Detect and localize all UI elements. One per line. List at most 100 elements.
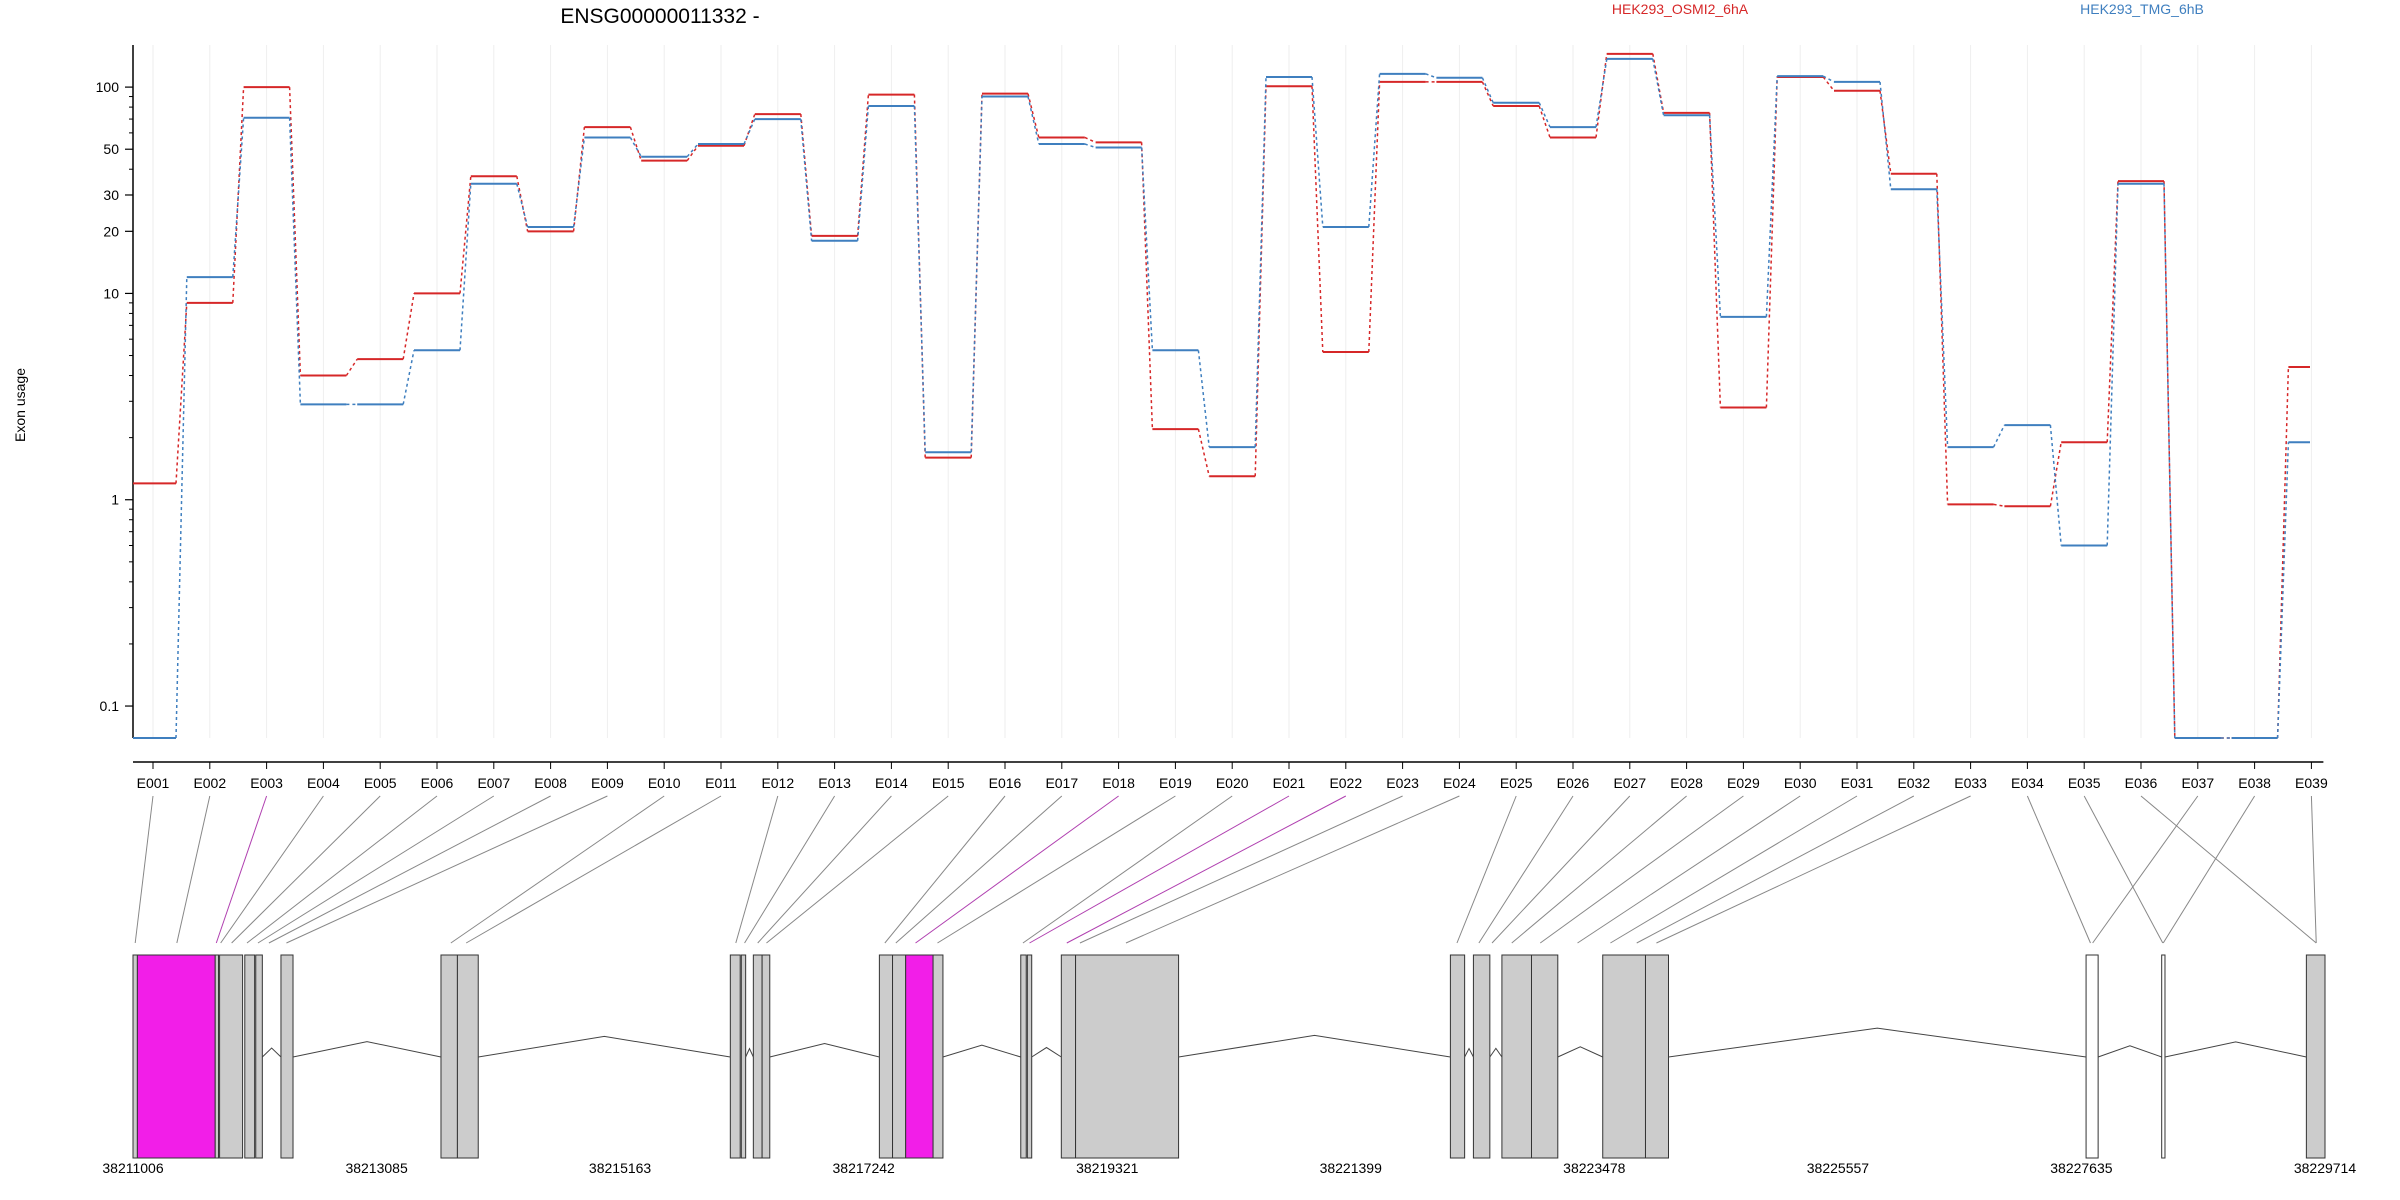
exon-transition bbox=[1822, 75, 1835, 83]
gene-model bbox=[132, 954, 2326, 1159]
exon-connector bbox=[257, 795, 495, 944]
x-tick-label: E036 bbox=[2125, 775, 2158, 791]
intron-line bbox=[2164, 1041, 2307, 1058]
exon-connector bbox=[1539, 795, 1744, 944]
exon-block bbox=[740, 954, 747, 1159]
exon-transition bbox=[459, 183, 472, 351]
x-tick-label: E003 bbox=[250, 775, 283, 791]
intron-line bbox=[261, 1047, 282, 1058]
exon-transition bbox=[1197, 350, 1210, 448]
intron-line bbox=[2097, 1045, 2162, 1058]
x-tick-label: E035 bbox=[2068, 775, 2101, 791]
exon-block bbox=[1020, 954, 1027, 1159]
exon-connector bbox=[937, 795, 1176, 944]
chart-title: ENSG00000011332 - bbox=[560, 5, 759, 28]
x-tick-label: E022 bbox=[1329, 775, 1362, 791]
exon-transition bbox=[1538, 105, 1551, 138]
exon-transition bbox=[1311, 76, 1324, 227]
exon-transition bbox=[1992, 424, 2006, 448]
exon-transition bbox=[1368, 73, 1381, 227]
intron-line bbox=[1031, 1046, 1062, 1058]
exon-block bbox=[752, 954, 763, 1159]
exon-connector bbox=[1066, 795, 1347, 944]
exon-transition bbox=[345, 358, 358, 376]
exon-connector bbox=[1511, 795, 1687, 944]
exon-connector bbox=[134, 795, 154, 944]
x-tick-label: E024 bbox=[1443, 775, 1476, 791]
exon-transition bbox=[629, 137, 642, 158]
y-tick-label: 10 bbox=[103, 285, 119, 301]
coordinate-label: 38227635 bbox=[2050, 1160, 2113, 1176]
series-b bbox=[133, 57, 2310, 739]
exon-connector bbox=[450, 795, 665, 944]
x-tick-label: E008 bbox=[534, 775, 567, 791]
exon-transition bbox=[1936, 189, 1949, 448]
axes: 0.1 1 10 20 30 50 100 E001 E002 E003 E004 E005 E006 E… bbox=[96, 45, 2328, 791]
x-tick-label: E012 bbox=[761, 775, 794, 791]
exon-transition bbox=[1311, 86, 1324, 353]
exon-connector bbox=[231, 795, 381, 944]
x-tick-label: E026 bbox=[1557, 775, 1590, 791]
exon-block bbox=[2161, 954, 2166, 1159]
series-lines bbox=[133, 52, 2310, 739]
legend-series-b: HEK293_TMG_6hB bbox=[2080, 1, 2204, 17]
exon-connector bbox=[884, 795, 1006, 944]
exon-transition bbox=[743, 113, 756, 146]
exon-block bbox=[214, 954, 219, 1159]
exon-block bbox=[1530, 954, 1559, 1159]
exon-transition bbox=[686, 145, 699, 162]
exon-transition bbox=[232, 87, 245, 303]
y-tick-label: 30 bbox=[103, 187, 119, 203]
intron-line bbox=[292, 1041, 442, 1058]
exon-block bbox=[440, 954, 458, 1159]
exon-block bbox=[729, 954, 741, 1159]
exon-transition bbox=[1708, 112, 1722, 408]
legend-series-a: HEK293_OSMI2_6hA bbox=[1612, 1, 1749, 17]
x-tick-label: E002 bbox=[193, 775, 226, 791]
exon-block bbox=[244, 954, 256, 1159]
exon-connector bbox=[1491, 795, 1631, 944]
exon-transition bbox=[1425, 73, 1437, 79]
exon-connector bbox=[895, 795, 1063, 944]
y-tick-label: 0.1 bbox=[100, 698, 120, 714]
exon-transition bbox=[686, 143, 699, 158]
exon-block bbox=[1602, 954, 1646, 1159]
x-tick-label: E030 bbox=[1784, 775, 1817, 791]
exon-connector bbox=[744, 795, 836, 944]
x-tick-label: E032 bbox=[1897, 775, 1930, 791]
x-tick-label: E010 bbox=[648, 775, 681, 791]
exon-connector bbox=[757, 795, 892, 944]
exon-connector bbox=[1656, 795, 1971, 944]
exon-transition bbox=[1368, 81, 1381, 353]
x-tick-label: E013 bbox=[818, 775, 851, 791]
exon-block bbox=[892, 954, 907, 1159]
exon-connector bbox=[766, 795, 949, 944]
coordinate-label: 38213085 bbox=[345, 1160, 408, 1176]
intron-line bbox=[478, 1035, 731, 1058]
exon-block bbox=[136, 954, 216, 1159]
y-tick-label: 1 bbox=[111, 492, 119, 508]
x-tick-label: E011 bbox=[705, 775, 737, 791]
intron-line bbox=[942, 1044, 1021, 1058]
exon-connector bbox=[465, 795, 722, 944]
exon-block bbox=[905, 954, 934, 1159]
exon-transition bbox=[1027, 93, 1040, 138]
exon-block bbox=[280, 954, 294, 1159]
exon-transition bbox=[629, 126, 642, 161]
x-tick-label: E033 bbox=[1954, 775, 1987, 791]
exon-block bbox=[255, 954, 263, 1159]
x-tick-label: E018 bbox=[1102, 775, 1135, 791]
exon-block bbox=[456, 954, 479, 1159]
exon-connectors bbox=[134, 795, 2317, 944]
exon-transition bbox=[402, 293, 415, 360]
x-tick-label: E006 bbox=[421, 775, 454, 791]
exon-transition bbox=[1538, 102, 1551, 128]
exon-block bbox=[2305, 954, 2326, 1159]
exon-block bbox=[932, 954, 944, 1159]
intron-line bbox=[1178, 1034, 1451, 1058]
exon-transition bbox=[2106, 183, 2119, 546]
exon-transition bbox=[1084, 136, 1096, 144]
exon-transition bbox=[743, 118, 756, 145]
coordinate-label: 38229714 bbox=[2294, 1160, 2357, 1176]
x-tick-label: E028 bbox=[1670, 775, 1703, 791]
